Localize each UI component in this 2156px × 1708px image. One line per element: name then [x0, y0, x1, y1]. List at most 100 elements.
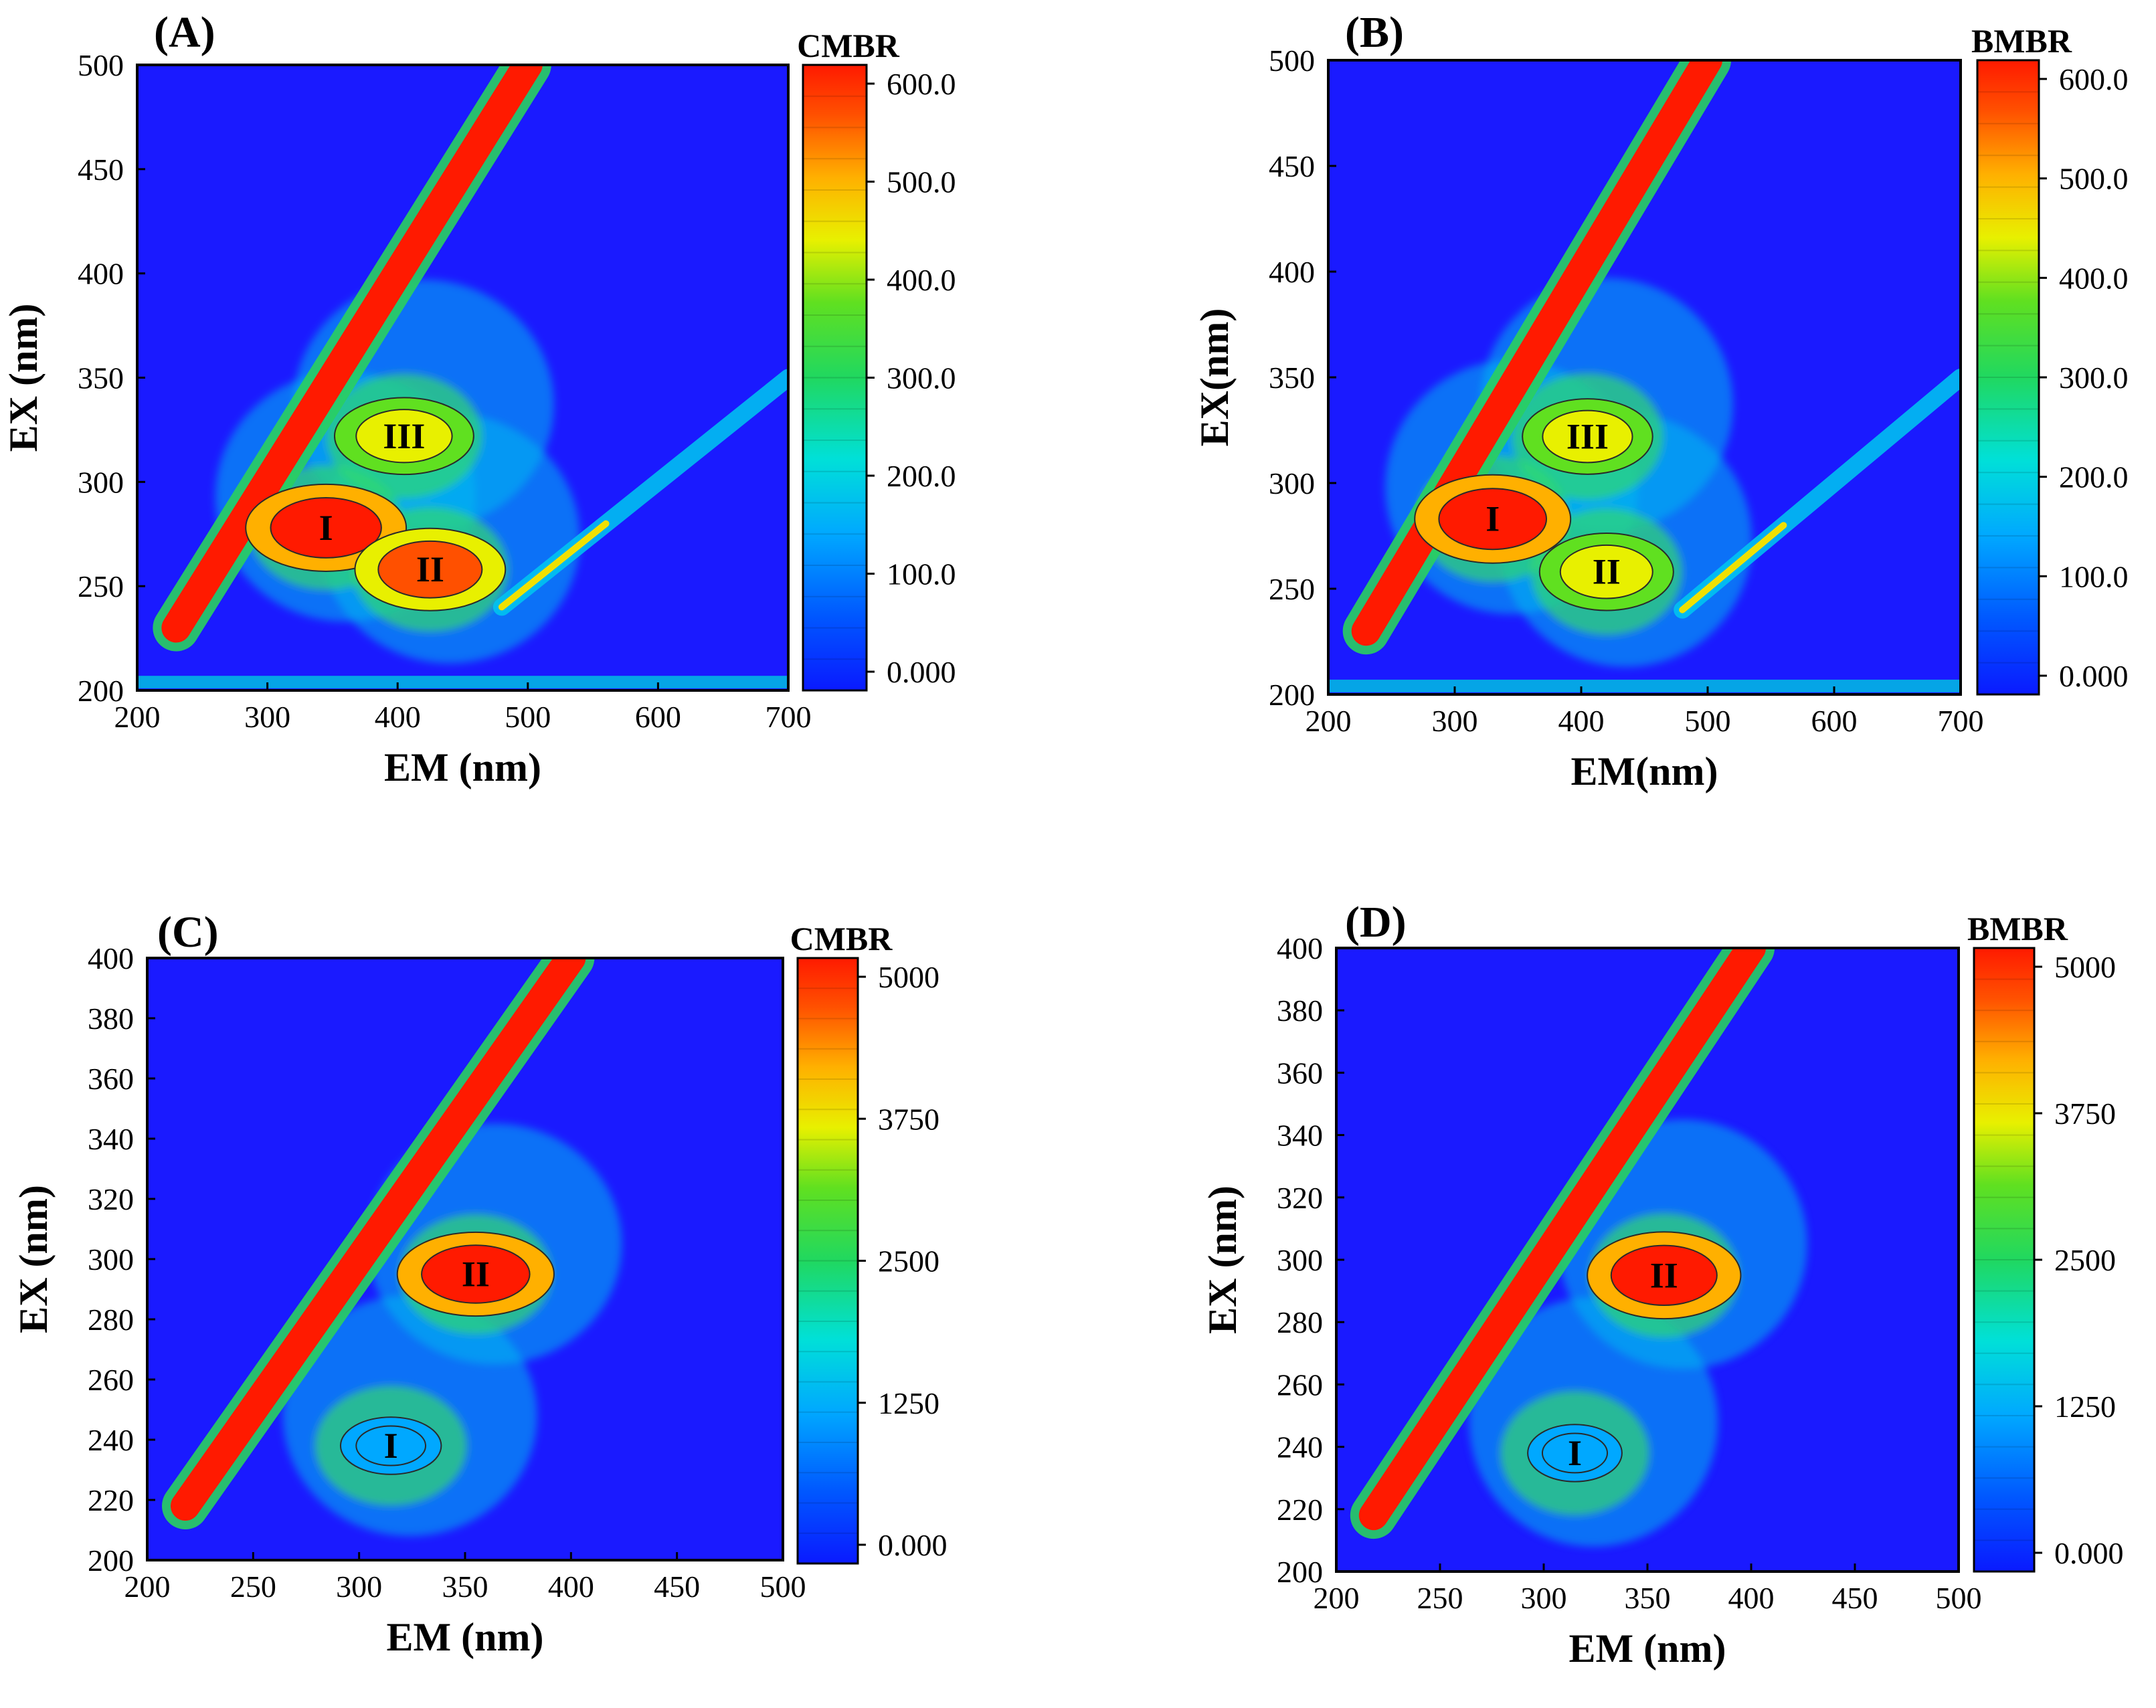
peak-ii [1587, 1231, 1742, 1320]
y-tick-label: 350 [1269, 361, 1315, 395]
peak-i [339, 1416, 442, 1475]
colorbar-tick-label: 2500 [878, 1244, 939, 1278]
colorbar-title: CMBR [797, 27, 900, 64]
x-tick-label: 300 [1521, 1581, 1567, 1615]
colorbar-tick-label: 1250 [2054, 1390, 2116, 1424]
y-tick-label: 320 [1277, 1181, 1323, 1215]
colorbar-tick-label: 0.000 [2059, 659, 2129, 693]
colorbar-tick-label: 5000 [2054, 950, 2116, 984]
y-tick-label: 350 [78, 361, 124, 395]
x-axis-label: EM (nm) [384, 745, 541, 789]
colorbar-tick-label: 300.0 [2059, 361, 2129, 395]
peak-label-ii: II [416, 549, 444, 589]
x-tick-label: 200 [124, 1570, 171, 1604]
x-tick-label: 500 [760, 1570, 806, 1604]
y-tick-label: 240 [88, 1423, 134, 1457]
y-tick-label: 400 [88, 941, 134, 975]
x-tick-label: 500 [505, 700, 551, 734]
peak-i [1414, 474, 1572, 564]
x-tick-label: 600 [1811, 704, 1858, 738]
x-tick-label: 250 [230, 1570, 276, 1604]
colorbar-tick-label: 400.0 [887, 263, 956, 297]
colorbar-title: BMBR [1971, 22, 2072, 60]
y-axis-label: EX (nm) [1, 304, 46, 452]
x-tick-label: 300 [336, 1570, 382, 1604]
peak-ii [354, 527, 507, 611]
y-axis-label: EX(nm) [1192, 308, 1237, 447]
peak-i [1527, 1424, 1623, 1483]
y-axis-label: EX (nm) [1200, 1185, 1245, 1334]
y-tick-label: 280 [1277, 1305, 1323, 1339]
y-tick-label: 250 [1269, 572, 1315, 606]
y-tick-label: 340 [1277, 1119, 1323, 1153]
colorbar-title: CMBR [790, 920, 893, 957]
plot-area [1336, 948, 1959, 1572]
peak-ii [1538, 532, 1674, 611]
y-tick-label: 380 [1277, 993, 1323, 1028]
x-tick-label: 200 [1314, 1581, 1360, 1615]
y-tick-label: 340 [88, 1122, 134, 1156]
colorbar-tick-label: 200.0 [2059, 460, 2129, 494]
x-axis-label: EM (nm) [1569, 1626, 1726, 1671]
peak-label-ii: II [1593, 552, 1621, 592]
y-tick-label: 300 [1277, 1243, 1323, 1277]
y-tick-label: 260 [1277, 1367, 1323, 1402]
colorbar-gradient [802, 64, 868, 692]
y-tick-label: 300 [88, 1242, 134, 1276]
colorbar-tick-label: 2500 [2054, 1243, 2116, 1277]
y-tick-label: 400 [1269, 255, 1315, 289]
colorbar-title: BMBR [1967, 910, 2068, 947]
rayleigh-scatter [1350, 948, 1775, 1539]
x-tick-label: 200 [114, 700, 161, 734]
peak-label-ii: II [462, 1254, 490, 1295]
y-tick-label: 280 [88, 1303, 134, 1337]
x-tick-label: 400 [1558, 704, 1605, 738]
peak-iii [333, 397, 474, 476]
y-tick-label: 300 [1269, 466, 1315, 500]
peak-iii [1522, 398, 1653, 475]
x-axis-label: EM (nm) [387, 1615, 544, 1659]
y-tick-label: 360 [88, 1062, 134, 1096]
x-tick-label: 350 [1625, 1581, 1671, 1615]
y-tick-label: 250 [78, 569, 124, 603]
colorbar-tick-label: 500.0 [887, 165, 956, 199]
y-tick-label: 320 [88, 1182, 134, 1216]
x-tick-label: 500 [1936, 1581, 1982, 1615]
y-tick-label: 200 [78, 674, 124, 708]
peak-ii [396, 1231, 555, 1317]
x-tick-label: 700 [766, 700, 812, 734]
peak-label-i: I [384, 1426, 398, 1466]
y-tick-label: 450 [1269, 149, 1315, 183]
second-order-scatter [1328, 369, 1961, 692]
colorbar-tick-label: 200.0 [887, 459, 956, 493]
colorbar-tick-label: 100.0 [887, 557, 956, 591]
colorbar-tick-label: 1250 [878, 1386, 939, 1420]
x-tick-label: 400 [375, 700, 421, 734]
colorbar-tick-label: 400.0 [2059, 261, 2129, 295]
colorbar-tick-label: 500.0 [2059, 162, 2129, 196]
y-tick-label: 260 [88, 1363, 134, 1397]
y-tick-label: 220 [1277, 1493, 1323, 1527]
second-order-scatter [137, 369, 788, 688]
panel-label: (D) [1345, 898, 1407, 947]
plot-area [137, 65, 788, 690]
plot-area [1328, 60, 1961, 694]
x-tick-label: 450 [1832, 1581, 1878, 1615]
peak-label-i: I [1568, 1433, 1582, 1473]
y-tick-label: 450 [78, 153, 124, 187]
y-tick-label: 400 [1277, 931, 1323, 965]
peak-label-ii: II [1650, 1255, 1678, 1295]
colorbar-tick-label: 0.000 [878, 1528, 948, 1562]
x-tick-label: 700 [1938, 704, 1984, 738]
panel-label: (C) [157, 908, 219, 957]
colorbar-tick-label: 0.000 [887, 655, 956, 689]
x-tick-label: 500 [1685, 704, 1731, 738]
y-tick-label: 500 [78, 48, 124, 82]
y-tick-label: 200 [1269, 678, 1315, 712]
panel-label: (B) [1345, 8, 1404, 57]
y-tick-label: 360 [1277, 1056, 1323, 1090]
